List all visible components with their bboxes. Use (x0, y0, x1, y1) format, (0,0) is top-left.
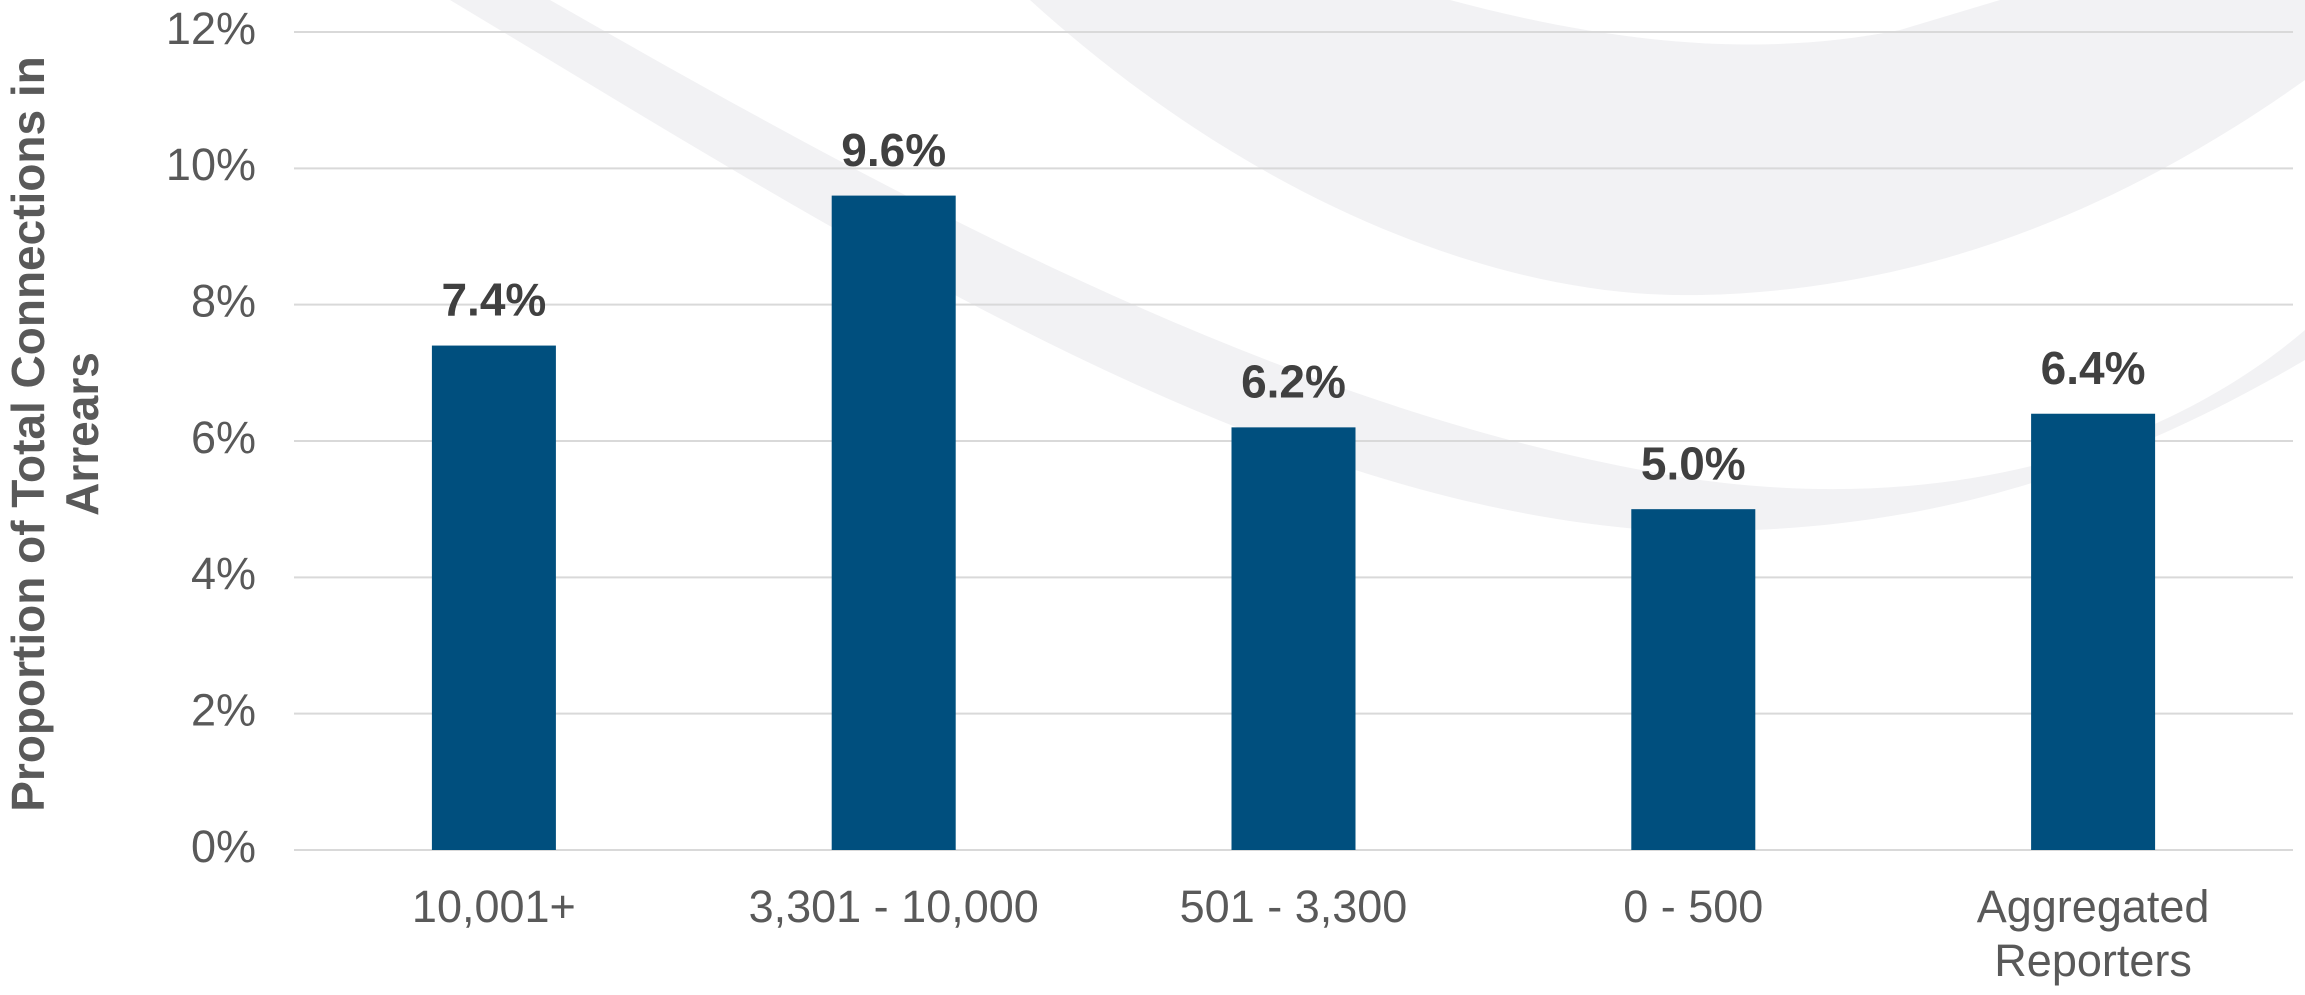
swoosh (1030, 0, 2305, 296)
y-tick-label: 10% (166, 139, 256, 190)
data-label: 9.6% (841, 124, 946, 176)
x-tick-label: 0 - 500 (1623, 881, 1764, 932)
bar (1631, 509, 1756, 850)
x-tick-label: 3,301 - 10,000 (748, 881, 1039, 932)
bar (831, 195, 956, 851)
bar (431, 345, 556, 850)
background-swoosh (450, 0, 2305, 532)
data-label: 6.4% (2041, 342, 2146, 394)
y-tick-label: 6% (191, 412, 256, 463)
data-label: 6.2% (1241, 356, 1346, 408)
y-tick-label: 8% (191, 276, 256, 327)
swoosh (450, 0, 2305, 532)
x-tick-label: 501 - 3,300 (1179, 881, 1408, 932)
y-tick-label: 4% (191, 548, 256, 599)
y-tick-label: 2% (191, 685, 256, 736)
data-label: 7.4% (441, 274, 546, 326)
x-tick-label: Aggregated Reporters (1976, 881, 2210, 986)
y-tick-label: 0% (191, 821, 256, 872)
y-tick-label: 12% (166, 3, 256, 54)
data-label: 5.0% (1641, 437, 1746, 489)
y-axis-title: Proportion of Total Connections in Arrea… (2, 56, 108, 812)
bar (2031, 413, 2156, 850)
x-tick-label: 10,001+ (411, 881, 576, 932)
swoosh-gap (1450, 0, 2000, 45)
bar (1231, 427, 1356, 850)
